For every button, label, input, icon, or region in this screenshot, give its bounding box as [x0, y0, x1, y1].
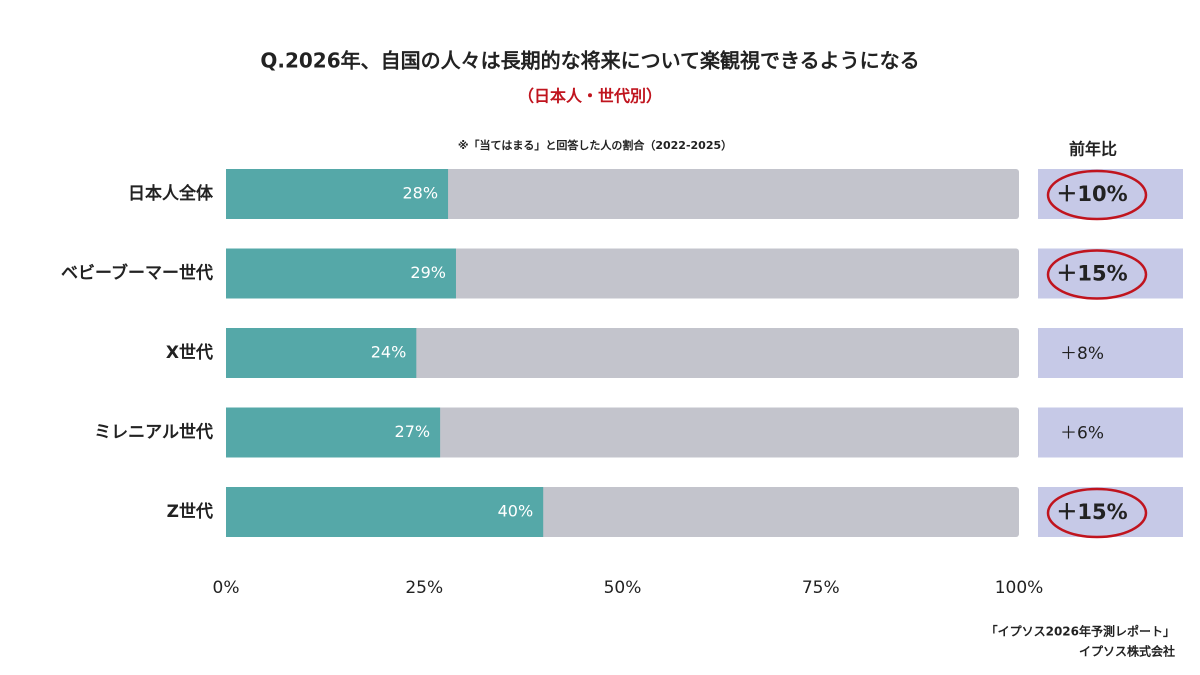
y-tick-label: 日本人全体: [128, 183, 214, 204]
x-tick-label: 25%: [405, 578, 443, 598]
yoy-header: 前年比: [1069, 140, 1117, 159]
yoy-label: ＋15%: [1056, 500, 1127, 524]
chart-title: Q.2026年、自国の人々は長期的な将来について楽観視できるようになる: [260, 49, 919, 73]
bar: [226, 169, 449, 219]
value-label: 40%: [498, 502, 534, 521]
y-tick-label: X世代: [166, 342, 213, 363]
bar: [226, 487, 544, 537]
source: イプソス株式会社: [1079, 644, 1175, 659]
y-tick-label: ミレニアル世代: [94, 422, 213, 443]
bar: [226, 248, 456, 299]
yoy-box: [1038, 407, 1183, 458]
value-label: 24%: [371, 343, 407, 362]
yoy-box: [1038, 328, 1183, 378]
yoy-label: ＋6%: [1060, 424, 1104, 444]
bar: [226, 328, 417, 378]
y-tick-label: ベビーブーマー世代: [61, 263, 213, 284]
highlight-circle: [1046, 169, 1148, 221]
x-tick-label: 100%: [995, 578, 1044, 598]
x-tick-label: 50%: [604, 578, 642, 598]
yoy-label: ＋8%: [1060, 344, 1104, 364]
source: 「イプソス2026年予測レポート」: [986, 624, 1175, 639]
x-tick-label: 75%: [802, 578, 840, 598]
bar-track: [226, 328, 1019, 378]
yoy-label: ＋10%: [1056, 182, 1127, 206]
value-label: 28%: [402, 184, 438, 203]
value-label: 29%: [410, 263, 446, 282]
y-tick-label: Z世代: [167, 501, 213, 522]
highlight-circle: [1046, 487, 1148, 539]
bar: [226, 407, 441, 458]
highlight-circle: [1046, 249, 1148, 300]
note: ※「当てはまる」と回答した人の割合（2022-2025）: [458, 138, 732, 152]
yoy-label: ＋15%: [1056, 262, 1127, 286]
chart-subtitle: （日本人・世代別）: [518, 87, 662, 106]
value-label: 27%: [395, 422, 431, 441]
x-tick-label: 0%: [213, 578, 240, 598]
